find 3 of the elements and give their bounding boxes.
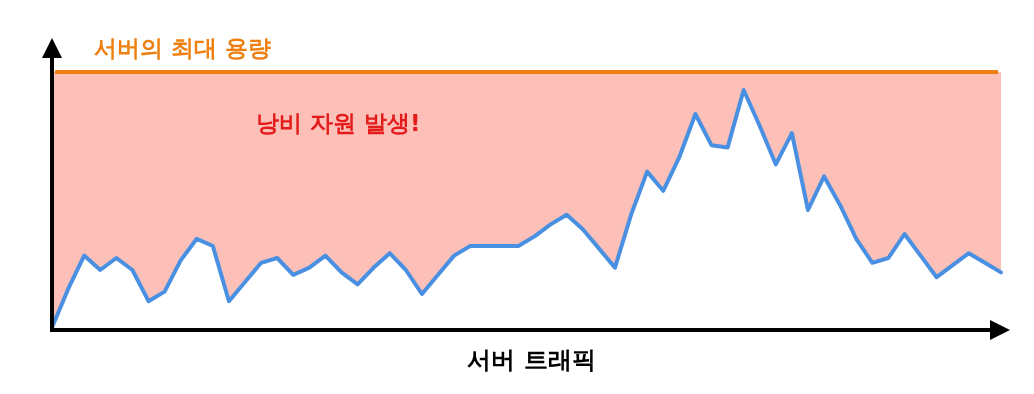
- x-axis-title: 서버 트래픽: [467, 346, 596, 374]
- ref-line-label: 서버의 최대 용량: [94, 35, 272, 61]
- band-label: 낭비 자원 발생!: [256, 110, 421, 137]
